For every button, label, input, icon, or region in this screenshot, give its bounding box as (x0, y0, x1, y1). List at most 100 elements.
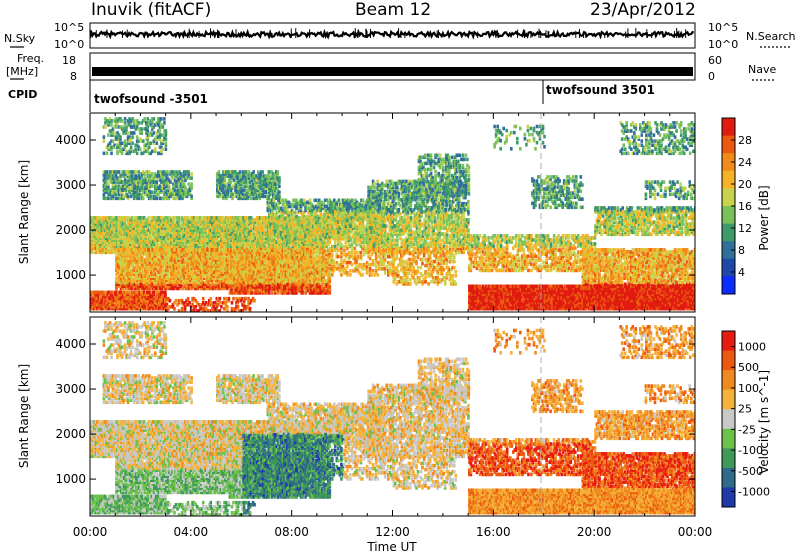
echo-cell (130, 228, 134, 232)
echo-cell (159, 248, 162, 252)
echo-cell (157, 278, 161, 283)
echo-cell (199, 280, 203, 285)
echo-cell (182, 236, 185, 240)
echo-cell (145, 270, 149, 274)
echo-cell (156, 254, 159, 258)
echo-cell (165, 226, 169, 230)
echo-cell (162, 260, 165, 264)
echo-cell (215, 303, 219, 307)
echo-cell (109, 224, 113, 228)
echo-cell (211, 230, 214, 234)
echo-cell (172, 256, 176, 260)
echo-cell (111, 224, 114, 228)
echo-cell (212, 282, 215, 287)
echo-cell (219, 256, 223, 260)
echo-cell (224, 284, 227, 289)
echo-cell (147, 258, 150, 262)
echo-cell (115, 284, 118, 289)
echo-cell (177, 264, 180, 268)
echo-cell (235, 307, 238, 311)
echo-cell (183, 230, 187, 234)
echo-cell (215, 274, 218, 278)
echo-cell (195, 232, 199, 236)
echo-cell (96, 230, 99, 234)
echo-cell (165, 254, 168, 258)
echo-cell (97, 300, 101, 305)
echo-cell (164, 226, 167, 230)
echo-cell (136, 238, 140, 242)
echo-cell (183, 307, 187, 311)
echo-cell (115, 260, 118, 264)
echo-cell (152, 228, 155, 232)
echo-cell (150, 306, 154, 311)
echo-cell (125, 258, 129, 262)
echo-cell (138, 220, 141, 224)
echo-cell (171, 303, 175, 307)
echo-cell (165, 286, 168, 291)
echo-cell (156, 282, 159, 287)
echo-cell (109, 230, 113, 234)
echo-cell (224, 232, 228, 236)
echo-cell (121, 296, 125, 301)
echo-cell (221, 226, 225, 230)
echo-cell (123, 232, 126, 236)
echo-cell (236, 240, 240, 244)
echo-cell (189, 286, 192, 291)
echo-cell (209, 220, 213, 224)
echo-cell (102, 304, 105, 309)
echo-cell (191, 220, 194, 224)
echo-cell (138, 228, 141, 232)
echo-cell (186, 240, 190, 244)
echo-cell (135, 296, 138, 301)
echo-cell (120, 298, 123, 303)
echo-cell (189, 282, 192, 287)
echo-cell (144, 224, 148, 228)
echo-cell (170, 238, 173, 242)
echo-cell (158, 292, 161, 297)
echo-cell (139, 270, 142, 274)
echo-cell (247, 301, 250, 305)
echo-cell (118, 222, 122, 226)
echo-cell (188, 301, 191, 305)
echo-cell (174, 226, 178, 230)
echo-cell (183, 274, 186, 278)
echo-cell (189, 260, 192, 264)
echo-cell (105, 294, 108, 299)
echo-cell (93, 300, 96, 305)
echo-cell (141, 218, 144, 222)
echo-cell (211, 226, 214, 230)
echo-cell (238, 240, 241, 244)
echo-cell (221, 258, 224, 262)
echo-cell (225, 280, 229, 285)
echo-cell (167, 228, 170, 232)
echo-cell (224, 305, 228, 309)
echo-cell (150, 270, 153, 274)
echo-cell (198, 272, 201, 276)
echo-cell (214, 222, 217, 226)
echo-cell (111, 246, 114, 251)
echo-cell (171, 248, 174, 252)
echo-cell (126, 294, 129, 299)
echo-cell (138, 222, 141, 226)
echo-cell (138, 242, 141, 246)
echo-cell (215, 234, 219, 238)
echo-cell (136, 266, 139, 270)
echo-cell (192, 238, 196, 242)
echo-cell (211, 307, 214, 311)
echo-cell (202, 262, 206, 266)
echo-cell (212, 272, 215, 276)
echo-cell (105, 246, 108, 251)
echo-cell (162, 302, 166, 307)
echo-cell (141, 238, 144, 242)
echo-cell (207, 254, 211, 258)
echo-cell (129, 240, 132, 244)
echo-cell (145, 278, 149, 283)
echo-cell (99, 306, 102, 311)
echo-cell (176, 216, 179, 220)
echo-cell (190, 280, 194, 285)
echo-cell (138, 236, 141, 240)
echo-cell (133, 216, 137, 220)
echo-cell (130, 220, 134, 224)
echo-cell (140, 270, 144, 274)
echo-cell (201, 272, 204, 276)
